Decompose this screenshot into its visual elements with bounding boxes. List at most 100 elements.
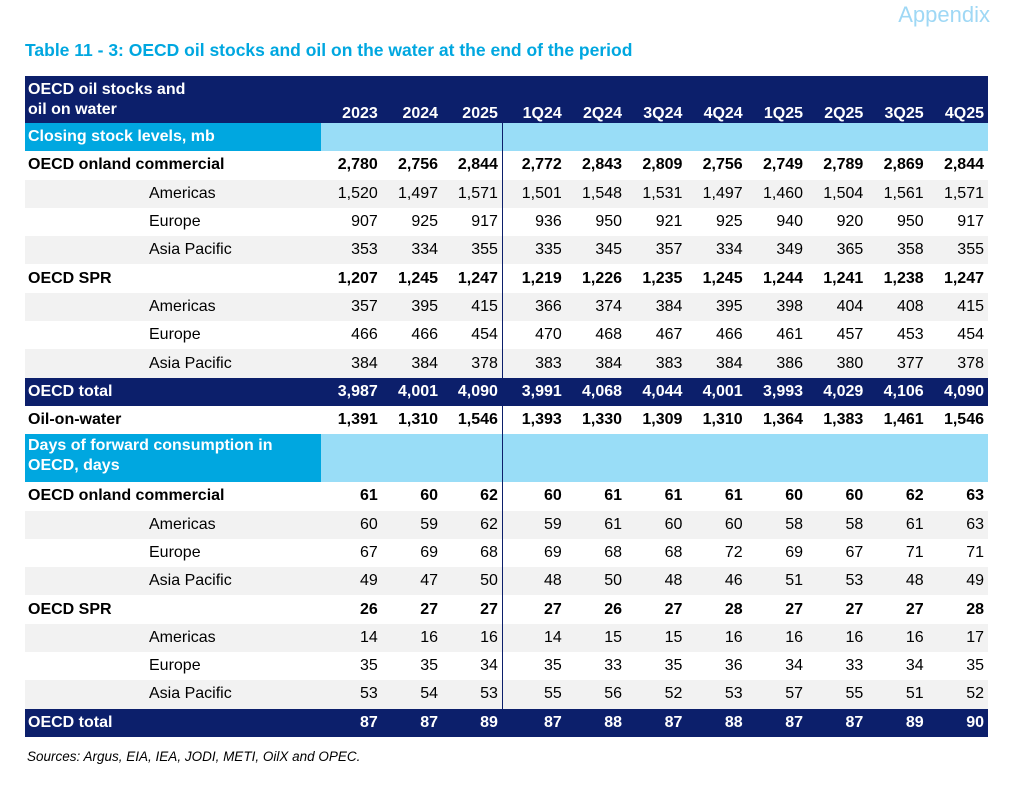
table-cell: 16 xyxy=(442,623,503,653)
oil-stocks-table: OECD oil stocks and oil on water 2023 20… xyxy=(25,76,988,737)
table-cell: 14 xyxy=(501,623,566,653)
table-cell: 61 xyxy=(359,487,378,505)
table-row-oecd-onland-commercial: OECD onland commercial 61 60 62 60 61 61 61 60 60… xyxy=(25,482,988,511)
table-cell: 61 xyxy=(724,487,743,505)
table-cell: 35 xyxy=(966,657,984,675)
table-cell: 27 xyxy=(501,595,566,624)
table-cell: 52 xyxy=(626,680,687,709)
table-row-oecd-total: OECD total 87 87 89 87 88 87 88 87 87 89 90 xyxy=(25,708,988,737)
table-cell: 49 xyxy=(321,567,382,596)
table-cell: 59 xyxy=(501,510,566,539)
table-cell: 936 xyxy=(501,207,566,237)
table-title: Table 11 - 3: OECD oil stocks and oil on… xyxy=(25,40,633,60)
table-cell: 50 xyxy=(565,567,627,596)
table-cell: 63 xyxy=(927,510,988,539)
table-cell: 4,001 xyxy=(381,377,443,406)
table-cell: 1,219 xyxy=(501,264,566,293)
column-header: 2025 xyxy=(442,76,503,123)
table-cell: 35 xyxy=(359,657,378,675)
table-cell: 60 xyxy=(686,510,747,539)
table-row-europe: Europe 35 35 34 35 33 35 36 34 33 34 35 xyxy=(25,652,988,681)
table-cell: 1,226 xyxy=(582,269,623,287)
section-fill xyxy=(321,434,503,483)
row-label: OECD onland commercial xyxy=(28,156,225,174)
section-fill xyxy=(321,123,503,152)
table-cell: 28 xyxy=(966,600,984,618)
table-cell: 90 xyxy=(927,708,988,737)
table-cell: 461 xyxy=(776,326,804,344)
table-cell: 1,461 xyxy=(883,411,924,429)
table-cell: 365 xyxy=(807,236,868,265)
table-cell: 87 xyxy=(381,708,443,737)
table-cell: 87 xyxy=(807,708,868,737)
table-cell: 27 xyxy=(480,600,498,618)
table-cell: 16 xyxy=(807,623,868,653)
table-row-americas: Americas 357 395 415 366 374 384 395 398 404 408 41… xyxy=(25,292,988,322)
column-header: 2024 xyxy=(381,76,443,123)
row-label: OECD total xyxy=(25,377,322,406)
table-cell: 60 xyxy=(785,487,804,505)
table-cell: 60 xyxy=(626,510,687,539)
table-cell: 950 xyxy=(896,213,924,231)
table-cell: 353 xyxy=(321,236,382,265)
table-cell: 917 xyxy=(471,213,498,231)
table-cell: 3,987 xyxy=(321,377,382,406)
section-label: Closing stock levels, mb xyxy=(25,123,322,152)
table-cell: 62 xyxy=(480,487,498,505)
section-fill xyxy=(501,123,988,152)
table-cell: 349 xyxy=(746,236,808,265)
table-cell: 1,504 xyxy=(807,179,868,208)
table-cell: 335 xyxy=(501,236,566,265)
table-cell: 378 xyxy=(442,349,503,378)
table-row-europe: Europe 907 925 917 936 950 921 925 940 920 950 917 xyxy=(25,207,988,237)
table-cell: 55 xyxy=(501,680,566,709)
section-label-line1: Days of forward consumption in xyxy=(28,437,273,455)
table-cell: 26 xyxy=(604,600,623,618)
table-cell: 68 xyxy=(664,544,683,561)
table-cell: 16 xyxy=(686,623,747,653)
table-cell: 921 xyxy=(655,213,683,231)
table-cell: 35 xyxy=(664,657,683,675)
table-cell: 1,364 xyxy=(762,411,804,429)
table-cell: 48 xyxy=(867,567,928,596)
table-row-asia-pacific: Asia Pacific 49 47 50 48 50 48 46 51 53 48 49 xyxy=(25,567,988,596)
table-cell: 1,561 xyxy=(867,179,928,208)
table-cell: 48 xyxy=(626,567,687,596)
table-header-row: OECD oil stocks and oil on water 2023 20… xyxy=(25,76,988,123)
table-cell: 16 xyxy=(867,623,928,653)
table-cell: 2,772 xyxy=(501,151,566,180)
table-cell: 2,789 xyxy=(823,156,864,174)
table-cell: 415 xyxy=(927,292,988,322)
table-cell: 61 xyxy=(664,487,683,505)
table-row-asia-pacific: Asia Pacific 384 384 378 383 384 383 384 386 380 3… xyxy=(25,349,988,378)
column-header: 2023 xyxy=(321,76,382,123)
row-label: Europe xyxy=(149,544,201,561)
header-label: OECD oil stocks and oil on water xyxy=(25,76,322,123)
table-cell: 1,247 xyxy=(943,269,984,287)
table-cell: 27 xyxy=(785,600,804,618)
table-cell: 1,546 xyxy=(457,411,498,429)
table-cell: 4,044 xyxy=(626,377,687,406)
table-cell: 26 xyxy=(359,600,378,618)
row-label: OECD onland commercial xyxy=(28,487,225,505)
table-cell: 71 xyxy=(966,544,984,561)
table-cell: 48 xyxy=(501,567,566,596)
section-label-line2: OECD, days xyxy=(28,457,120,475)
table-cell: 454 xyxy=(471,326,498,344)
table-cell: 87 xyxy=(321,708,382,737)
table-row-americas: Americas 1,520 1,497 1,571 1,501 1,548 1,531 1,… xyxy=(25,179,988,208)
column-header: 1Q24 xyxy=(501,76,566,123)
table-cell: 34 xyxy=(480,657,498,675)
appendix-label: Appendix xyxy=(898,2,990,27)
column-header: 2Q24 xyxy=(565,76,627,123)
table-cell: 383 xyxy=(626,349,687,378)
table-row-americas: Americas 60 59 62 59 61 60 60 58 58 61 63 xyxy=(25,510,988,539)
row-label: Asia Pacific xyxy=(25,567,322,596)
table-cell: 466 xyxy=(411,326,439,344)
table-cell: 1,310 xyxy=(702,411,743,429)
table-cell: 404 xyxy=(807,292,868,322)
section-header-row: Closing stock levels, mb xyxy=(25,123,988,152)
table-row-asia-pacific: Asia Pacific 353 334 355 335 345 357 334 349 365 3… xyxy=(25,236,988,265)
table-cell: 33 xyxy=(604,657,623,675)
table-cell: 386 xyxy=(746,349,808,378)
